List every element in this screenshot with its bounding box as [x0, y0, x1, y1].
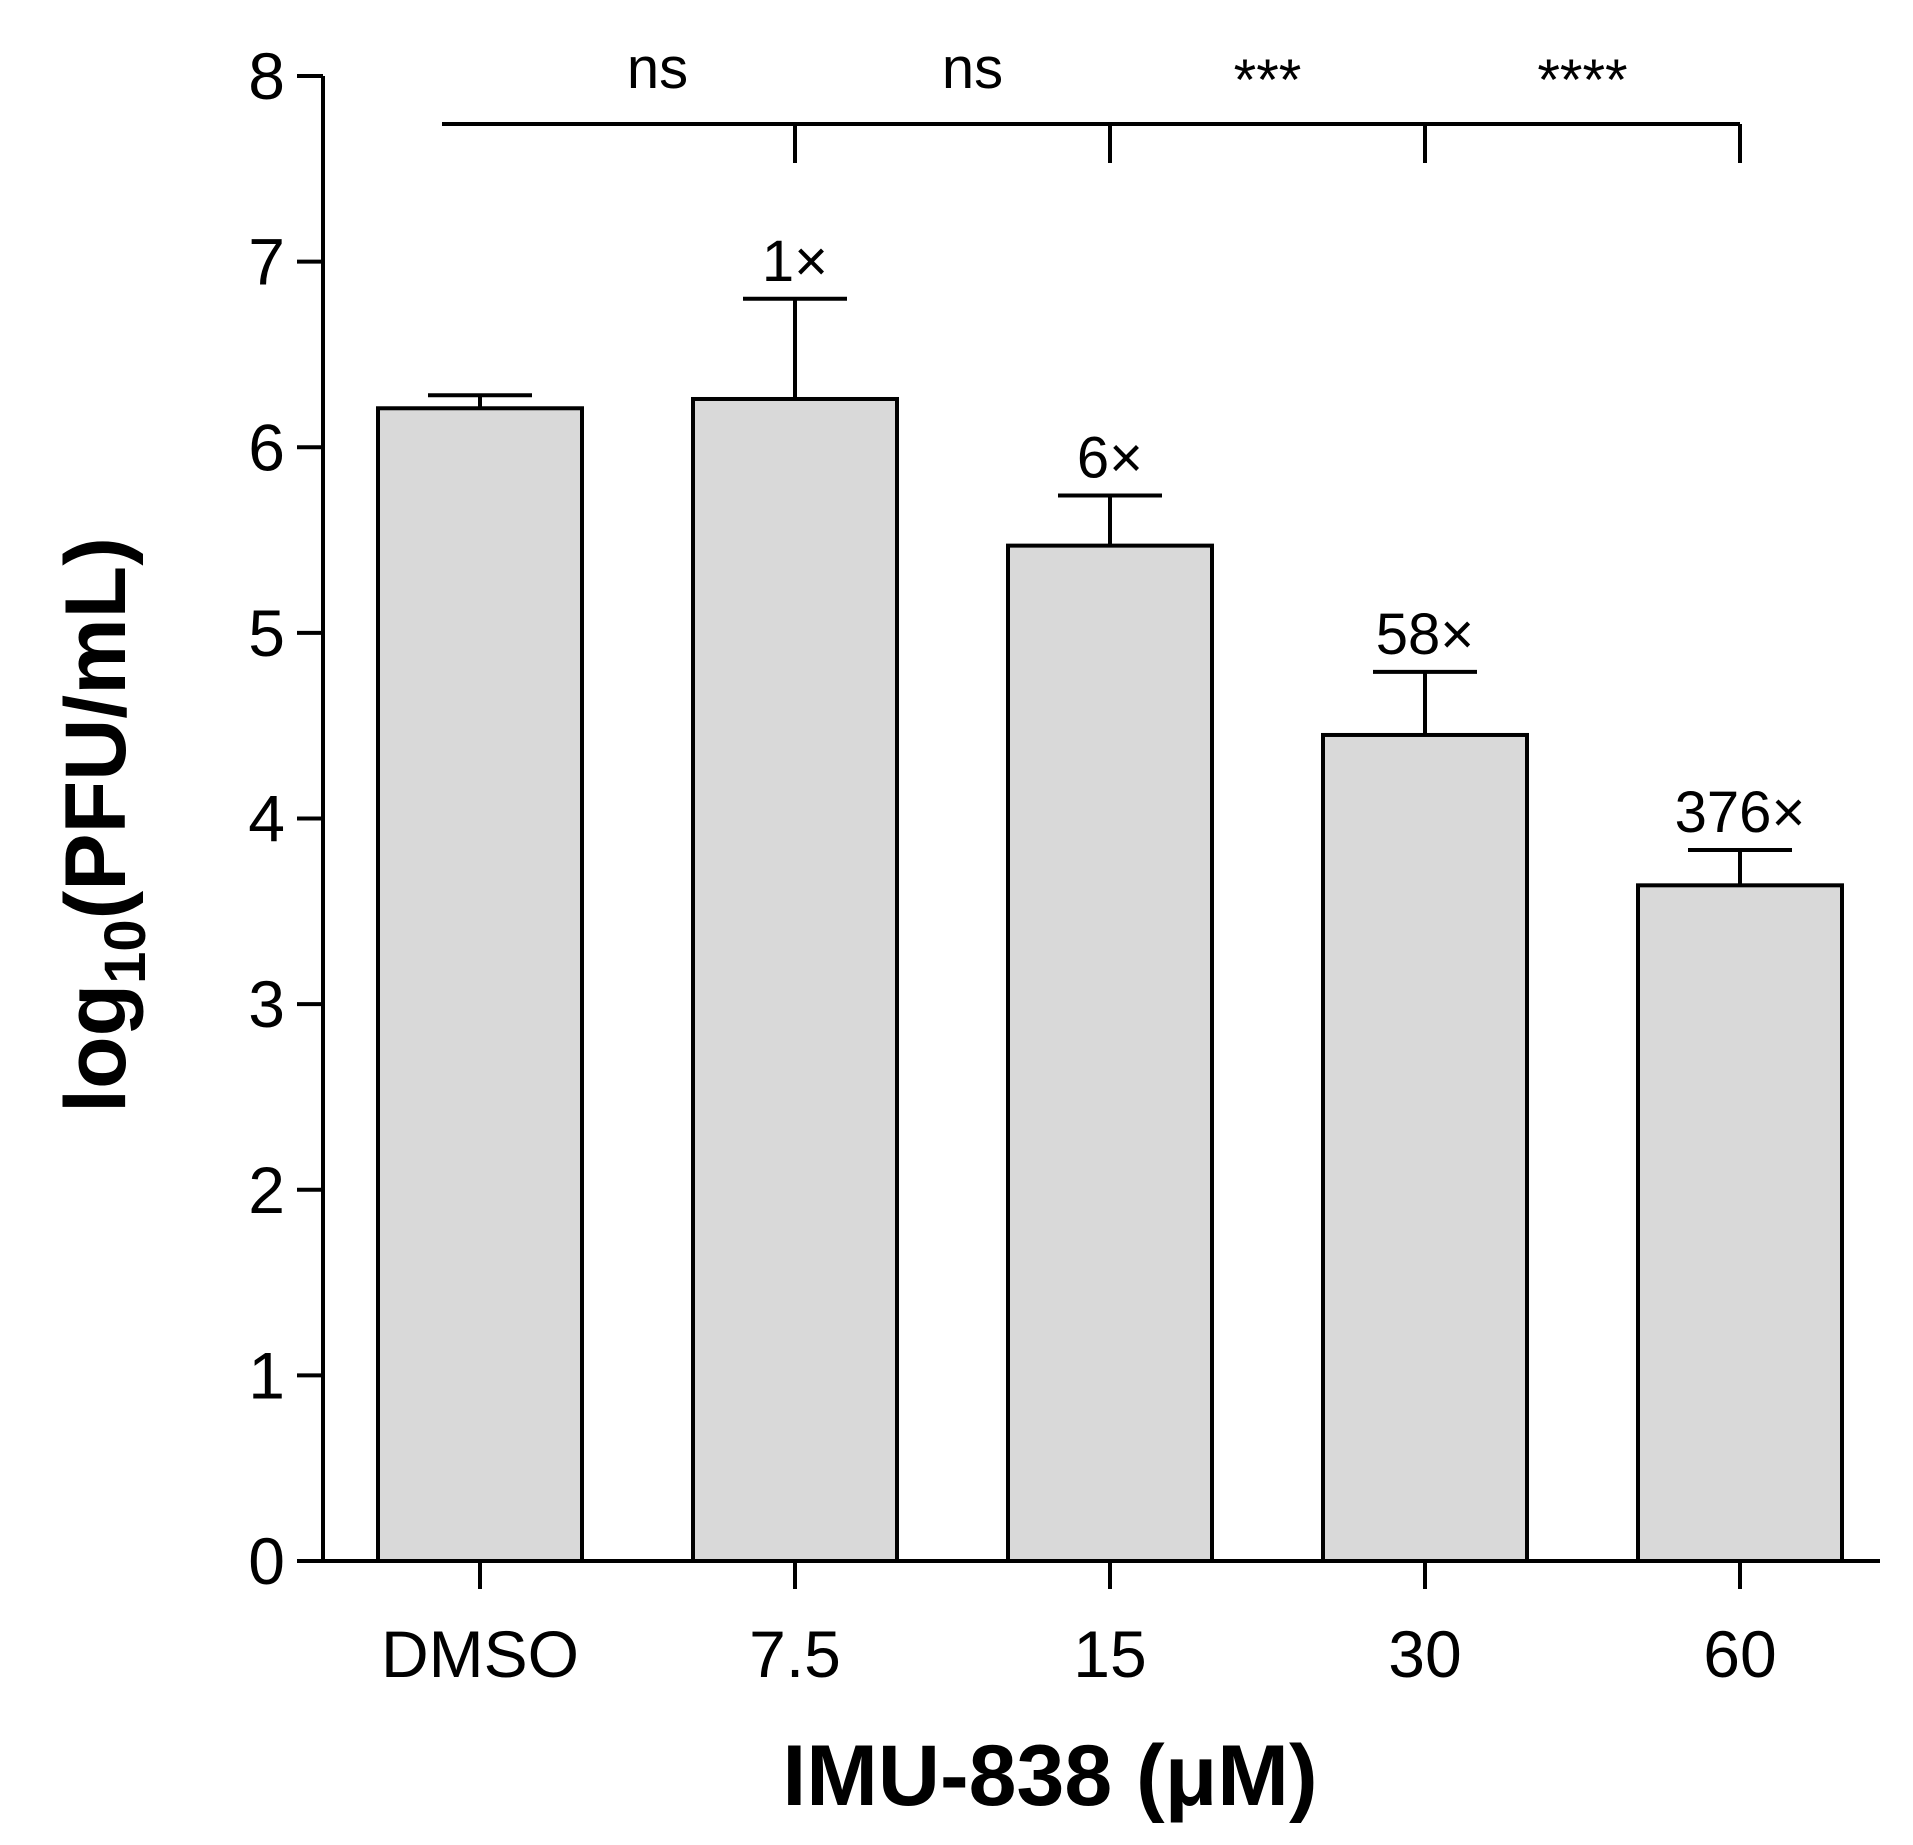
- data-labels: 1× 6× 58× 376×: [762, 229, 1805, 845]
- y-tick-label: 6: [248, 410, 285, 484]
- y-tick-label: 5: [248, 596, 285, 670]
- y-axis-title-rest: (PFU/mL): [48, 537, 144, 919]
- significance-label: ***: [1234, 48, 1302, 113]
- significance-label: ****: [1537, 48, 1627, 113]
- significance-label: ns: [942, 36, 1003, 101]
- x-tick-label: DMSO: [381, 1617, 579, 1691]
- y-axis-title-main: log: [48, 984, 144, 1113]
- x-tick-label: 60: [1703, 1617, 1776, 1691]
- bar: [376, 406, 584, 1563]
- axes: 0 1 2 3 4 5 6 7 8 DMSO 7.5 15 30 60: [248, 39, 1880, 1691]
- x-tick-label: 30: [1388, 1617, 1461, 1691]
- bar: [691, 396, 899, 1563]
- bar: [1636, 883, 1844, 1563]
- y-axis-title: log10(PFU/mL): [48, 537, 158, 1113]
- significance-brackets: ns ns *** ****: [442, 36, 1742, 163]
- y-tick-label: 0: [248, 1524, 285, 1598]
- y-tick-label: 7: [248, 225, 285, 299]
- bars: [376, 396, 1844, 1563]
- bar: [1006, 543, 1214, 1563]
- error-bars: [428, 296, 1792, 886]
- data-label: 58×: [1376, 602, 1474, 667]
- bar: [1321, 732, 1529, 1563]
- data-label: 1×: [762, 229, 828, 294]
- data-label: 6×: [1077, 426, 1143, 491]
- x-tick-label: 7.5: [749, 1617, 841, 1691]
- x-tick-label: 15: [1073, 1617, 1146, 1691]
- y-tick-label: 2: [248, 1153, 285, 1227]
- x-axis-title: IMU-838 (μM): [782, 1728, 1317, 1824]
- data-label: 376×: [1675, 780, 1806, 845]
- significance-label: ns: [627, 36, 688, 101]
- y-axis-title-subscript: 10: [93, 919, 158, 984]
- y-tick-label: 3: [248, 967, 285, 1041]
- y-tick-label: 4: [248, 782, 285, 856]
- y-tick-label: 1: [248, 1338, 285, 1412]
- y-tick-label: 8: [248, 39, 285, 113]
